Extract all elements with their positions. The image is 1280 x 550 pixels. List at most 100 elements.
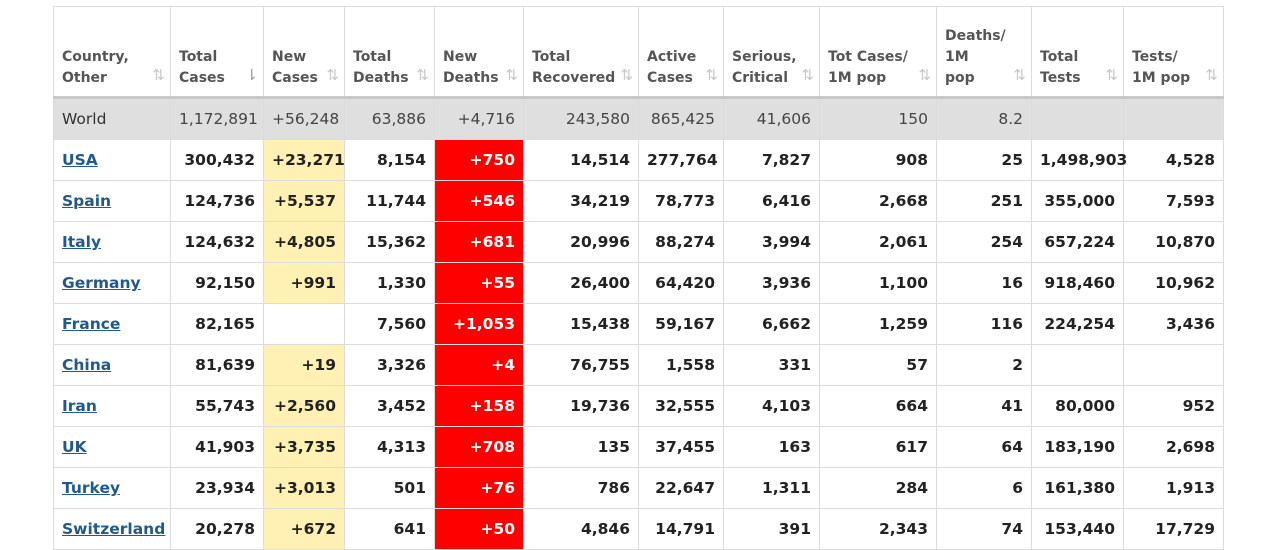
column-header-total-cases[interactable]: Total Cases ⇂ — [170, 6, 264, 98]
cell-total-recovered: 19,736 — [523, 385, 639, 427]
cell-cases-per-1m: 2,668 — [819, 180, 937, 222]
cell-tests-per-1m: 4,528 — [1123, 139, 1224, 181]
sort-icon[interactable]: ⇅ — [801, 66, 813, 84]
cell-total-deaths: 1,330 — [344, 262, 435, 304]
country-link[interactable]: Germany — [62, 274, 141, 292]
table-row: Iran 55,743 +2,560 3,452 +158 19,736 32,555 4,1… — [53, 385, 1224, 427]
country-link[interactable]: Switzerland — [62, 520, 166, 538]
cell-country: Italy — [53, 221, 171, 263]
cell-cases-per-1m: 284 — [819, 467, 937, 509]
column-header-new-cases[interactable]: New Cases ⇅ — [263, 6, 345, 98]
country-link[interactable]: France — [62, 315, 121, 333]
cell-new-cases: +56,248 — [263, 96, 345, 140]
cell-serious: 6,662 — [723, 303, 820, 345]
table-row: Italy 124,632 +4,805 15,362 +681 20,996 88,274… — [53, 221, 1224, 263]
cell-cases-per-1m: 2,343 — [819, 508, 937, 550]
cell-cases-per-1m: 1,259 — [819, 303, 937, 345]
column-header-total-deaths[interactable]: Total Deaths ⇅ — [344, 6, 435, 98]
cell-tests-per-1m: 17,729 — [1123, 508, 1224, 550]
cell-total-cases: 20,278 — [170, 508, 264, 550]
sort-icon[interactable]: ⇅ — [918, 66, 930, 84]
cell-total-cases: 81,639 — [170, 344, 264, 386]
cell-new-deaths: +76 — [434, 467, 524, 509]
cell-active-cases: 14,791 — [638, 508, 724, 550]
cell-new-deaths: +708 — [434, 426, 524, 468]
column-header-label: Country, Other — [62, 49, 129, 86]
column-header-cases-per-1m[interactable]: Tot Cases/ 1M pop ⇅ — [819, 6, 937, 98]
cell-active-cases: 865,425 — [638, 96, 724, 140]
column-header-deaths-per-1m[interactable]: Deaths/ 1M pop ⇅ — [936, 6, 1032, 98]
cell-total-cases: 23,934 — [170, 467, 264, 509]
cell-active-cases: 22,647 — [638, 467, 724, 509]
sort-icon[interactable]: ⇅ — [505, 66, 517, 84]
column-header-new-deaths[interactable]: New Deaths ⇅ — [434, 6, 524, 98]
cell-total-tests: 918,460 — [1031, 262, 1124, 304]
cell-country: UK — [53, 426, 171, 468]
column-header-total-recovered[interactable]: Total Recovered ⇅ — [523, 6, 639, 98]
column-header-label: New Deaths — [443, 49, 499, 86]
cell-active-cases: 277,764 — [638, 139, 724, 181]
sort-icon[interactable]: ⇅ — [1105, 66, 1117, 84]
cell-total-cases: 82,165 — [170, 303, 264, 345]
sort-icon[interactable]: ⇅ — [620, 66, 632, 84]
cell-country: Spain — [53, 180, 171, 222]
cell-total-deaths: 641 — [344, 508, 435, 550]
country-link[interactable]: China — [62, 356, 112, 374]
column-header-label: Tests/ 1M pop — [1132, 49, 1191, 86]
country-stats-table: Country, Other ⇅ Total Cases ⇂ New Cases ⇅ Tot… — [53, 6, 1224, 550]
column-header-country[interactable]: Country, Other ⇅ — [53, 6, 171, 98]
cell-new-deaths: +4 — [434, 344, 524, 386]
cell-active-cases: 1,558 — [638, 344, 724, 386]
column-header-serious[interactable]: Serious, Critical ⇅ — [723, 6, 820, 98]
cell-total-recovered: 135 — [523, 426, 639, 468]
country-link[interactable]: Iran — [62, 397, 97, 415]
cell-active-cases: 78,773 — [638, 180, 724, 222]
country-link[interactable]: USA — [62, 151, 98, 169]
cell-cases-per-1m: 664 — [819, 385, 937, 427]
cell-new-cases: +672 — [263, 508, 345, 550]
sort-icon[interactable]: ⇅ — [705, 66, 717, 84]
cell-total-cases: 55,743 — [170, 385, 264, 427]
cell-tests-per-1m: 3,436 — [1123, 303, 1224, 345]
cell-new-deaths: +158 — [434, 385, 524, 427]
column-header-total-tests[interactable]: Total Tests ⇅ — [1031, 6, 1124, 98]
cell-deaths-per-1m: 6 — [936, 467, 1032, 509]
cell-serious: 331 — [723, 344, 820, 386]
cell-total-recovered: 20,996 — [523, 221, 639, 263]
cell-total-cases: 300,432 — [170, 139, 264, 181]
sort-icon[interactable]: ⇅ — [1205, 66, 1217, 84]
cell-total-deaths: 15,362 — [344, 221, 435, 263]
cell-tests-per-1m — [1123, 344, 1224, 386]
world-total-row: World 1,172,891 +56,248 63,886 +4,716 243,580… — [53, 96, 1224, 140]
stats-table-container: Country, Other ⇅ Total Cases ⇂ New Cases ⇅ Tot… — [53, 6, 1224, 550]
cell-serious: 3,994 — [723, 221, 820, 263]
cell-total-deaths: 63,886 — [344, 96, 435, 140]
sort-icon[interactable]: ⇅ — [1013, 66, 1025, 84]
cell-new-deaths: +4,716 — [434, 96, 524, 140]
column-header-tests-per-1m[interactable]: Tests/ 1M pop ⇅ — [1123, 6, 1224, 98]
cell-serious: 163 — [723, 426, 820, 468]
cell-active-cases: 32,555 — [638, 385, 724, 427]
sort-icon[interactable]: ⇂ — [245, 66, 257, 84]
cell-tests-per-1m: 10,870 — [1123, 221, 1224, 263]
cell-new-cases: +4,805 — [263, 221, 345, 263]
cell-serious: 41,606 — [723, 96, 820, 140]
table-row: UK 41,903 +3,735 4,313 +708 135 37,455 163 617 64… — [53, 426, 1224, 468]
sort-icon[interactable]: ⇅ — [326, 66, 338, 84]
column-header-label: Total Recovered — [532, 49, 616, 86]
cell-country: Turkey — [53, 467, 171, 509]
sort-icon[interactable]: ⇅ — [416, 66, 428, 84]
cell-new-cases: +5,537 — [263, 180, 345, 222]
country-link[interactable]: Italy — [62, 233, 102, 251]
sort-icon[interactable]: ⇅ — [152, 66, 164, 84]
cell-new-cases — [263, 303, 345, 345]
country-link[interactable]: Turkey — [62, 479, 121, 497]
cell-total-deaths: 4,313 — [344, 426, 435, 468]
table-row: Spain 124,736 +5,537 11,744 +546 34,219 78,773… — [53, 180, 1224, 222]
cell-total-tests: 80,000 — [1031, 385, 1124, 427]
cell-new-deaths: +681 — [434, 221, 524, 263]
country-link[interactable]: UK — [62, 438, 87, 456]
cell-deaths-per-1m: 254 — [936, 221, 1032, 263]
country-link[interactable]: Spain — [62, 192, 112, 210]
column-header-active-cases[interactable]: Active Cases ⇅ — [638, 6, 724, 98]
